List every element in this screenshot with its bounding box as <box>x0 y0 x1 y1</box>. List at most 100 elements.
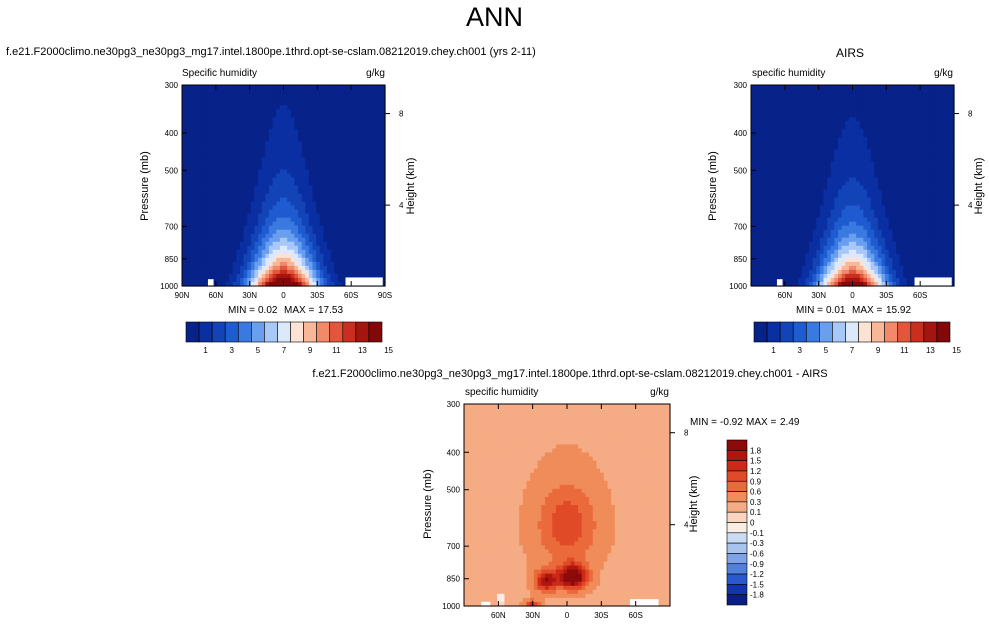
model-field-cell <box>366 249 372 255</box>
model-field-cell <box>269 261 274 267</box>
obs-field-cell <box>830 225 835 231</box>
obs-field-cell <box>881 89 886 94</box>
model-field-cell <box>207 237 212 243</box>
model-field-cell <box>283 237 288 243</box>
obs-field-cell <box>830 197 835 203</box>
obs-field-cell <box>776 169 781 175</box>
model-field-cell <box>192 93 198 98</box>
obs-field-cell <box>751 133 756 138</box>
model-field-cell <box>247 245 252 251</box>
model-field-cell <box>359 145 364 150</box>
obs-field-cell <box>838 205 843 211</box>
model-field-cell <box>312 169 317 175</box>
model-field-cell <box>265 117 270 122</box>
obs-field-cell <box>772 217 777 223</box>
obs-field-cell <box>867 161 872 166</box>
obs-field-cell <box>943 217 948 223</box>
model-field-cell <box>207 157 212 162</box>
model-field-cell <box>366 129 372 134</box>
obs-field-cell <box>885 189 890 195</box>
model-field-cell <box>192 205 198 211</box>
model-field-cell <box>294 189 299 195</box>
obs-field-cell <box>827 157 832 162</box>
model-field-cell <box>305 153 310 158</box>
obs-field-cell <box>914 161 919 166</box>
obs-field-cell <box>809 145 814 150</box>
model-field-cell <box>298 229 303 235</box>
obs-field-cell <box>830 141 835 146</box>
obs-field-cell <box>830 189 835 195</box>
model-field-cell <box>254 209 259 215</box>
model-field-cell <box>214 85 219 90</box>
model-field-cell <box>272 265 277 271</box>
obs-field-cell <box>852 197 857 203</box>
model-field-cell <box>269 97 274 102</box>
model-field-cell <box>196 273 201 279</box>
model-field-cell <box>294 249 299 255</box>
model-field-cell <box>265 221 270 227</box>
model-field-cell <box>312 137 317 142</box>
obs-field-cell <box>939 197 944 203</box>
obs-field-cell <box>852 85 857 90</box>
obs-field-cell <box>758 133 763 138</box>
model-field-cell <box>283 245 288 251</box>
obs-field-cell <box>877 161 883 166</box>
obs-field-cell <box>830 145 835 150</box>
model-field-cell <box>225 189 230 195</box>
model-field-cell <box>272 225 277 231</box>
obs-field-cell <box>892 117 897 122</box>
obs-field-cell <box>772 97 777 102</box>
model-field-cell <box>269 217 274 223</box>
model-field-cell <box>279 85 285 90</box>
obs-field-cell <box>852 157 857 162</box>
obs-field-cell <box>848 157 854 162</box>
model-field-cell <box>370 209 375 215</box>
obs-field-cell <box>917 97 922 102</box>
obs-field-cell <box>935 137 941 142</box>
model-field-cell <box>345 157 350 162</box>
model-field-cell <box>207 165 212 171</box>
model-field-cell <box>290 85 295 90</box>
obs-field-cell <box>819 125 825 130</box>
obs-field-cell <box>888 117 893 122</box>
obs-field-cell <box>928 161 933 166</box>
obs-field-cell <box>892 121 897 126</box>
obs-field-cell <box>928 153 933 158</box>
obs-field-cell <box>783 233 788 239</box>
model-field-cell <box>283 109 288 114</box>
obs-field-cell <box>910 97 915 102</box>
obs-field-cell <box>939 165 944 171</box>
model-field-cell <box>269 89 274 94</box>
model-field-cell <box>214 213 219 219</box>
model-field-cell <box>366 185 372 191</box>
model-field-cell <box>327 97 332 102</box>
model-field-cell <box>182 265 187 271</box>
obs-field-cell <box>906 217 912 223</box>
model-field-cell <box>269 145 274 150</box>
obs-field-cell <box>754 221 759 227</box>
model-field-cell <box>229 133 234 138</box>
model-field-cell <box>374 93 379 98</box>
model-field-cell <box>225 265 230 271</box>
obs-field-cell <box>852 217 857 223</box>
obs-field-cell <box>780 229 785 235</box>
obs-field-cell <box>852 221 857 227</box>
model-field-cell <box>269 169 274 175</box>
obs-field-cell <box>812 145 817 150</box>
model-field-cell <box>229 145 234 150</box>
model-field-cell <box>301 153 306 158</box>
model-field-cell <box>272 117 277 122</box>
model-field-cell <box>232 193 237 199</box>
model-field-cell <box>182 245 187 251</box>
obs-field-cell <box>935 201 941 207</box>
obs-field-cell <box>780 233 785 239</box>
model-field-cell <box>363 233 368 239</box>
model-field-cell <box>250 113 256 118</box>
model-field-cell <box>243 117 248 122</box>
model-field-cell <box>236 245 241 251</box>
model-field-cell <box>236 109 241 114</box>
model-field-cell <box>319 273 324 279</box>
obs-field-cell <box>830 217 835 223</box>
obs-field-cell <box>845 189 850 195</box>
obs-field-cell <box>881 233 886 239</box>
